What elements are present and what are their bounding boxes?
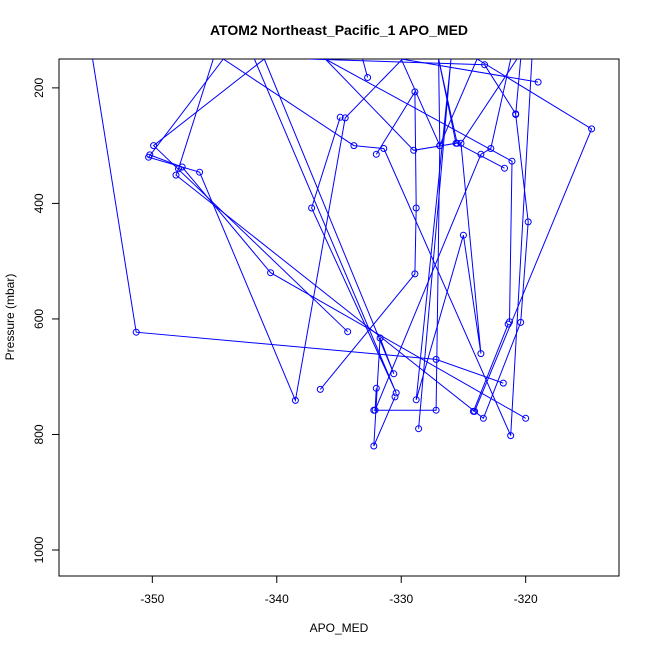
- data-point: [132, 328, 140, 336]
- series-10: [316, 88, 420, 393]
- data-point: [372, 384, 380, 392]
- series-line: [415, 59, 518, 429]
- x-axis-label: APO_MED: [310, 621, 369, 635]
- series-7: [307, 59, 520, 118]
- x-tick-label: -340: [265, 592, 289, 606]
- data-point: [508, 157, 516, 165]
- data-point: [344, 328, 352, 336]
- data-point: [172, 171, 180, 179]
- series-line: [307, 59, 517, 115]
- data-point: [459, 231, 467, 239]
- data-point: [481, 61, 489, 69]
- data-point: [477, 350, 485, 358]
- series-2: [362, 59, 372, 81]
- series-line: [374, 59, 512, 411]
- data-point: [370, 442, 378, 450]
- data-point: [372, 150, 380, 158]
- data-point: [370, 406, 378, 414]
- series-line: [175, 59, 529, 420]
- series-line: [472, 323, 509, 412]
- data-point: [175, 165, 182, 173]
- data-point: [501, 164, 508, 172]
- series-line: [253, 59, 397, 394]
- x-tick-label: -320: [514, 592, 538, 606]
- series-8: [150, 59, 399, 450]
- data-point: [457, 139, 465, 147]
- series-13: [412, 59, 518, 433]
- data-point: [479, 414, 487, 422]
- data-layer: [92, 59, 596, 450]
- data-point: [512, 110, 520, 118]
- x-tick-label: -330: [389, 592, 413, 606]
- axes-layer: -350 -340 -330 -320 200 400 600 800 1000: [32, 78, 538, 606]
- series-line: [400, 59, 593, 412]
- data-point: [291, 396, 299, 404]
- data-point: [412, 396, 420, 404]
- data-point: [507, 432, 515, 440]
- series-4: [371, 59, 512, 414]
- series-12: [324, 59, 516, 326]
- series-line: [92, 59, 504, 384]
- data-point: [350, 142, 358, 150]
- data-point: [588, 125, 596, 133]
- data-point: [308, 204, 316, 212]
- data-point: [436, 142, 444, 150]
- data-point: [452, 139, 460, 147]
- x-tick-label: -350: [140, 592, 164, 606]
- data-point: [376, 334, 384, 342]
- data-point: [499, 379, 507, 387]
- data-point: [380, 145, 388, 152]
- plot-frame: [58, 58, 620, 577]
- series-line: [147, 59, 533, 436]
- data-point: [522, 414, 530, 422]
- data-point: [392, 389, 400, 397]
- data-point: [534, 78, 542, 86]
- data-point: [390, 370, 398, 378]
- y-tick-label: 800: [32, 424, 46, 444]
- y-tick-label: 600: [32, 309, 46, 329]
- series-14: [400, 59, 596, 415]
- data-point: [432, 355, 440, 363]
- data-point: [391, 393, 399, 401]
- data-point: [146, 151, 154, 159]
- y-tick-label: 200: [32, 78, 46, 98]
- series-3: [145, 59, 533, 440]
- y-tick-label: 1000: [32, 536, 46, 563]
- data-point: [196, 168, 204, 176]
- data-point: [267, 269, 275, 277]
- series-line: [319, 90, 417, 390]
- chart-title: ATOM2 Northeast_Pacific_1 APO_MED: [210, 22, 468, 38]
- data-point: [364, 74, 372, 81]
- data-point: [415, 425, 423, 433]
- series-15: [469, 320, 512, 415]
- data-point: [432, 406, 440, 414]
- series-line: [152, 59, 396, 447]
- data-point: [524, 218, 532, 226]
- data-point: [517, 318, 525, 326]
- data-point: [504, 320, 512, 328]
- data-point: [150, 142, 158, 150]
- data-point: [336, 113, 344, 121]
- data-point: [410, 146, 418, 154]
- data-point: [412, 204, 420, 212]
- y-axis-label: Pressure (mbar): [3, 274, 17, 361]
- series-9: [253, 59, 400, 397]
- series-6: [172, 59, 532, 422]
- data-point: [411, 270, 419, 278]
- data-point: [341, 114, 349, 122]
- series-line: [373, 59, 505, 411]
- y-tick-label: 400: [32, 193, 46, 213]
- data-point: [469, 407, 477, 415]
- series-line: [149, 154, 526, 419]
- series-1: [92, 59, 507, 387]
- data-point: [316, 385, 324, 393]
- series-line: [324, 59, 513, 322]
